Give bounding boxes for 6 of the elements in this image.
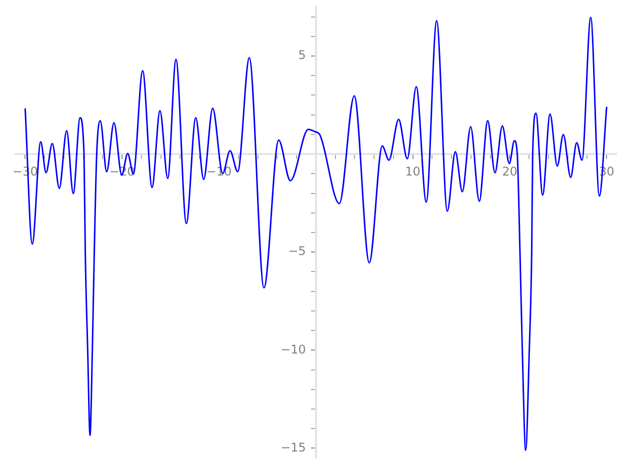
y-tick-label: −5 <box>288 244 306 258</box>
y-tick-label: −10 <box>280 342 306 356</box>
x-tick-label: 20 <box>502 164 518 179</box>
x-tick-label: 10 <box>405 164 420 179</box>
y-tick-label: −15 <box>280 440 306 454</box>
y-tick-label: 5 <box>298 48 306 62</box>
